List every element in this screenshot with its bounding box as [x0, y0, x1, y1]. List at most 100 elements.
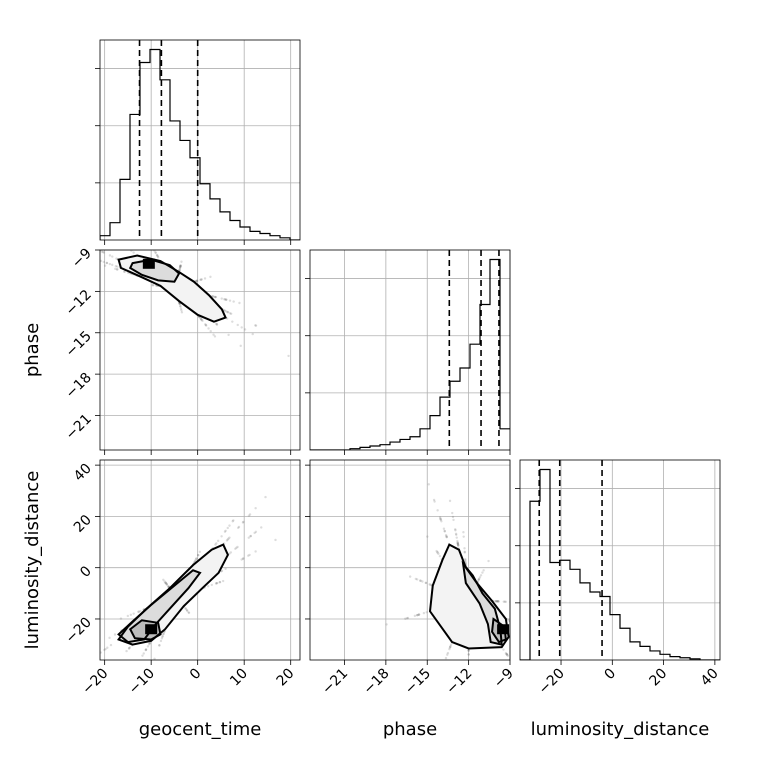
sample-point	[196, 553, 200, 557]
x-tick-label: −20	[79, 666, 111, 698]
sample-point	[215, 323, 219, 326]
sample-point	[105, 261, 109, 265]
sample-point	[251, 332, 254, 336]
sample-point	[455, 536, 458, 539]
sample-point	[126, 614, 130, 618]
sample-point	[213, 335, 217, 338]
sample-point	[111, 263, 114, 267]
sample-point	[224, 529, 227, 532]
sample-point	[440, 520, 443, 523]
sample-point	[110, 667, 112, 669]
sample-point	[421, 580, 424, 583]
sample-point	[418, 579, 422, 582]
y-tick-label: 20	[71, 512, 95, 536]
sample-point	[223, 530, 227, 533]
sample-point	[232, 519, 235, 522]
sample-point	[436, 551, 439, 554]
sample-point	[254, 324, 258, 327]
sample-point	[100, 259, 103, 263]
sample-point	[144, 648, 148, 651]
sample-point	[164, 581, 167, 584]
sample-point	[179, 264, 182, 267]
sample-point	[164, 581, 167, 585]
sample-point	[216, 539, 220, 543]
sample-point	[449, 645, 452, 649]
sample-point	[103, 648, 106, 652]
sample-point	[414, 577, 418, 581]
sample-point	[236, 323, 239, 327]
sample-point	[214, 295, 217, 299]
panel-frame	[99, 39, 301, 241]
sample-point	[209, 329, 212, 333]
sample-point	[464, 560, 467, 563]
sample-point	[161, 635, 164, 638]
x-tick-label: 10	[227, 666, 251, 690]
sample-point	[125, 649, 128, 653]
sample-point	[435, 549, 438, 553]
sample-point	[512, 621, 514, 623]
sample-point	[443, 530, 446, 533]
sample-point	[224, 298, 227, 301]
sample-point	[65, 676, 67, 678]
sample-point	[116, 265, 119, 268]
x-tick-label: 0	[602, 666, 620, 684]
sample-point	[456, 542, 460, 546]
sample-point	[179, 265, 182, 268]
sample-point	[156, 254, 159, 257]
sample-point	[482, 569, 485, 572]
sample-point	[494, 600, 497, 603]
sample-point	[103, 264, 107, 267]
sample-point	[232, 300, 235, 303]
contour-line	[128, 619, 162, 641]
sample-point	[503, 600, 506, 603]
sample-point	[477, 577, 481, 581]
sample-point	[115, 268, 119, 271]
sample-point	[128, 646, 132, 649]
sample-point	[154, 251, 157, 254]
sample-point	[510, 638, 512, 640]
sample-point	[520, 648, 522, 650]
sample-point	[449, 645, 452, 648]
sample-point	[126, 246, 128, 248]
histogram-geocent_time	[100, 48, 300, 240]
sample-point	[521, 648, 523, 650]
sample-point	[487, 559, 490, 563]
sample-point	[203, 277, 207, 280]
sample-point	[446, 651, 450, 655]
x-tick-label: −18	[360, 666, 392, 698]
sample-point	[496, 600, 500, 603]
sample-point	[507, 619, 510, 622]
sample-point	[209, 275, 212, 279]
sample-point	[452, 518, 455, 522]
sample-point	[424, 581, 427, 585]
contour-line	[117, 569, 202, 644]
sample-point	[228, 312, 232, 315]
sample-point	[242, 557, 245, 560]
sample-point	[215, 581, 219, 585]
sample-point	[443, 529, 446, 533]
sample-point	[525, 628, 527, 630]
sample-point	[506, 654, 509, 657]
panel-frame	[309, 459, 511, 661]
x-tick-label: 0	[187, 666, 205, 684]
sample-point	[184, 607, 187, 610]
sample-point	[121, 242, 123, 244]
sample-point	[225, 539, 229, 542]
sample-point	[241, 521, 245, 524]
sample-point	[505, 652, 508, 656]
sample-point	[427, 483, 430, 486]
sample-point	[96, 644, 98, 646]
sample-point	[496, 600, 500, 603]
sample-point	[456, 544, 460, 547]
sample-point	[456, 544, 460, 547]
sample-point	[535, 661, 537, 663]
sample-point	[405, 617, 409, 620]
sample-point	[151, 284, 154, 287]
sample-point	[199, 317, 203, 321]
panel-phase-vs-luminosity_distance: −21 −18 −15 −12 −9	[305, 459, 537, 698]
sample-point	[155, 253, 159, 257]
sample-point	[241, 557, 245, 560]
sample-point	[223, 298, 226, 301]
sample-point	[108, 636, 111, 640]
sample-point	[160, 637, 164, 640]
